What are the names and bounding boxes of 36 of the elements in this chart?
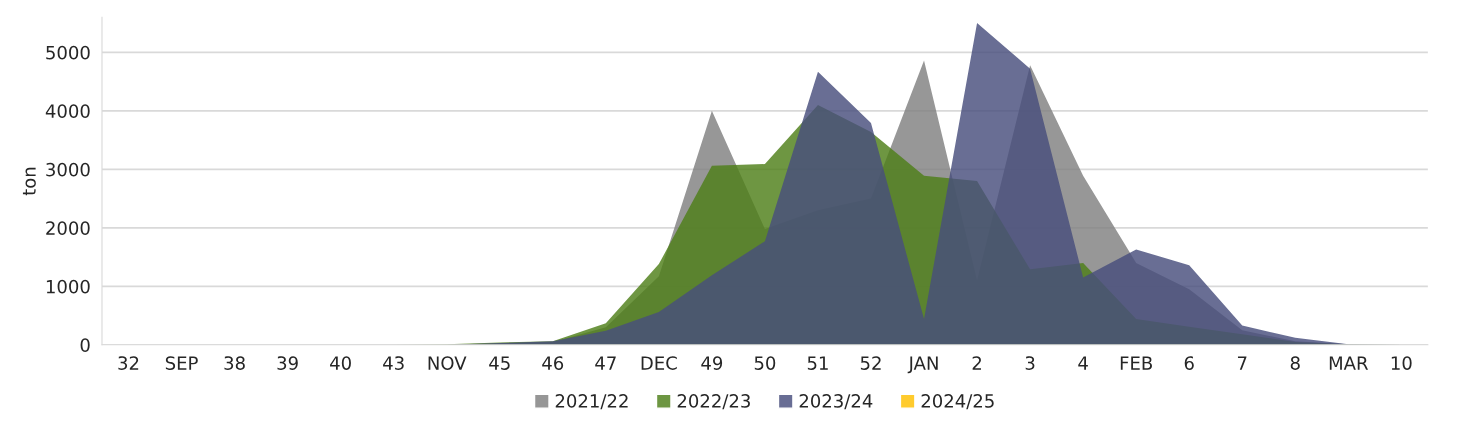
x-tick-label: 7 bbox=[1237, 356, 1247, 370]
x-tick-label: 6 bbox=[1184, 356, 1194, 370]
y-tick-label: 5000 bbox=[46, 45, 90, 60]
x-tick-label: 10 bbox=[1391, 356, 1412, 370]
x-tick-label: SEP bbox=[165, 356, 198, 370]
x-tick-label: 47 bbox=[595, 356, 616, 370]
x-tick-label: 50 bbox=[754, 356, 776, 370]
legend-label: 2023/24 bbox=[799, 394, 873, 410]
y-tick-label: 2000 bbox=[46, 221, 90, 235]
x-tick-label: 40 bbox=[330, 356, 351, 370]
x-tick-label: 8 bbox=[1290, 356, 1300, 370]
legend-label: 2021/22 bbox=[555, 394, 628, 410]
y-axis-title: ton bbox=[22, 167, 36, 196]
x-tick-label: 45 bbox=[489, 356, 510, 370]
x-tick-label: FEB bbox=[1120, 356, 1152, 370]
y-tick-label: 1000 bbox=[46, 279, 90, 294]
x-tick-label: 43 bbox=[383, 356, 404, 370]
x-tick-label: 2 bbox=[972, 356, 981, 370]
x-tick-label: MAR bbox=[1329, 356, 1369, 370]
x-tick-label: NOV bbox=[428, 356, 467, 370]
x-tick-label: JAN bbox=[907, 356, 938, 374]
x-tick-label: 49 bbox=[701, 356, 723, 370]
x-tick-label: 32 bbox=[118, 356, 139, 370]
y-tick-label: 3000 bbox=[46, 162, 90, 177]
x-tick-label: DEC bbox=[641, 356, 677, 370]
x-tick-label: 52 bbox=[860, 356, 881, 370]
legend-label: 2024/25 bbox=[921, 394, 994, 410]
x-tick-label: 46 bbox=[542, 356, 564, 370]
y-tick-label: 0 bbox=[80, 338, 90, 352]
x-tick-label: 38 bbox=[224, 356, 245, 370]
x-tick-label: 39 bbox=[277, 356, 298, 370]
x-tick-label: 3 bbox=[1025, 356, 1035, 370]
x-tick-label: 4 bbox=[1078, 356, 1088, 370]
y-tick-label: 4000 bbox=[45, 104, 90, 118]
x-tick-label: 51 bbox=[807, 356, 828, 370]
legend-label: 2022/23 bbox=[677, 394, 750, 410]
